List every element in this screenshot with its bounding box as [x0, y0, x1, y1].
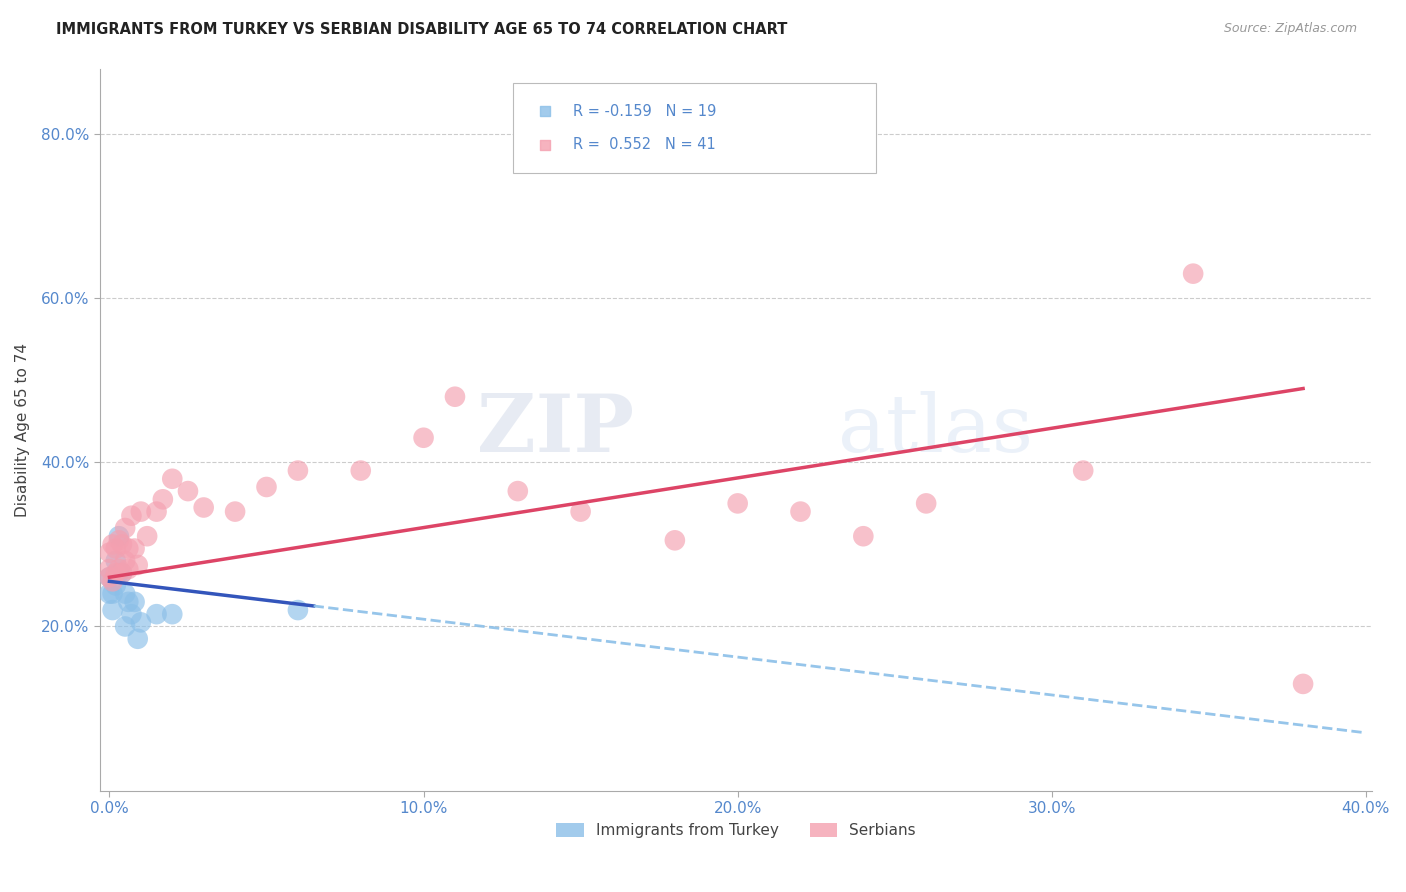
Point	[101, 574, 124, 589]
Point	[1071, 464, 1094, 478]
Point	[145, 505, 167, 519]
Text: atlas: atlas	[838, 391, 1033, 468]
Point	[98, 546, 121, 560]
Point	[1198, 12, 1220, 26]
Point	[152, 492, 174, 507]
Point	[1198, 50, 1220, 64]
Point	[98, 570, 121, 584]
Text: R =  0.552   N = 41: R = 0.552 N = 41	[574, 137, 716, 153]
Point	[287, 603, 309, 617]
Point	[127, 558, 149, 572]
Point	[111, 566, 134, 581]
Point	[569, 505, 592, 519]
Point	[120, 607, 142, 622]
Point	[98, 570, 121, 584]
Legend: Immigrants from Turkey, Serbians: Immigrants from Turkey, Serbians	[550, 817, 922, 845]
Point	[162, 607, 184, 622]
Point	[506, 484, 529, 499]
Point	[162, 472, 184, 486]
Point	[256, 480, 278, 494]
Point	[127, 632, 149, 646]
Point	[98, 587, 121, 601]
Point	[108, 562, 131, 576]
FancyBboxPatch shape	[513, 83, 876, 173]
Point	[350, 464, 373, 478]
Point	[104, 566, 127, 581]
Point	[412, 431, 434, 445]
Text: ZIP: ZIP	[478, 391, 634, 468]
Point	[117, 541, 139, 556]
Point	[177, 484, 200, 499]
Point	[124, 595, 146, 609]
Point	[108, 529, 131, 543]
Point	[1292, 677, 1315, 691]
Point	[136, 529, 159, 543]
Text: IMMIGRANTS FROM TURKEY VS SERBIAN DISABILITY AGE 65 TO 74 CORRELATION CHART: IMMIGRANTS FROM TURKEY VS SERBIAN DISABI…	[56, 22, 787, 37]
Point	[101, 587, 124, 601]
Point	[111, 566, 134, 581]
Point	[727, 496, 749, 510]
Point	[104, 554, 127, 568]
Text: R = -0.159   N = 19: R = -0.159 N = 19	[574, 103, 717, 119]
Point	[104, 541, 127, 556]
Point	[117, 595, 139, 609]
Point	[108, 566, 131, 581]
Point	[114, 619, 136, 633]
Point	[104, 578, 127, 592]
Point	[114, 521, 136, 535]
Y-axis label: Disability Age 65 to 74: Disability Age 65 to 74	[15, 343, 30, 516]
Point	[101, 537, 124, 551]
Point	[124, 541, 146, 556]
Point	[224, 505, 246, 519]
Point	[915, 496, 938, 510]
Point	[1182, 267, 1205, 281]
Point	[111, 537, 134, 551]
Point	[789, 505, 811, 519]
Point	[444, 390, 467, 404]
Point	[114, 554, 136, 568]
Point	[852, 529, 875, 543]
Point	[120, 508, 142, 523]
Point	[117, 562, 139, 576]
Point	[114, 587, 136, 601]
Text: Source: ZipAtlas.com: Source: ZipAtlas.com	[1223, 22, 1357, 36]
Point	[287, 464, 309, 478]
Point	[108, 533, 131, 548]
Point	[129, 505, 152, 519]
Point	[145, 607, 167, 622]
Point	[193, 500, 215, 515]
Point	[664, 533, 686, 548]
Point	[101, 603, 124, 617]
Point	[98, 562, 121, 576]
Point	[129, 615, 152, 630]
